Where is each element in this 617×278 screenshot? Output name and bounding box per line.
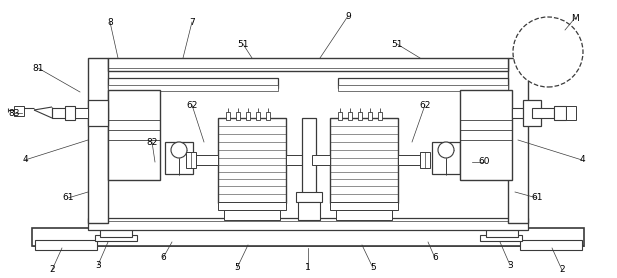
Bar: [508, 58, 528, 223]
Bar: [432, 142, 460, 174]
Text: 51: 51: [238, 39, 249, 48]
Bar: [266, 112, 270, 120]
Bar: [100, 228, 132, 237]
Bar: [298, 202, 320, 220]
Text: 61: 61: [531, 193, 543, 202]
Bar: [196, 155, 218, 165]
Bar: [566, 106, 576, 120]
Text: 4: 4: [22, 155, 28, 165]
Bar: [186, 152, 196, 168]
Text: 9: 9: [345, 11, 351, 21]
Bar: [532, 108, 554, 118]
Bar: [523, 100, 541, 126]
Text: 62: 62: [420, 101, 431, 110]
Text: 83: 83: [8, 108, 20, 118]
Text: 3: 3: [507, 260, 513, 269]
Bar: [256, 112, 260, 120]
Bar: [108, 58, 508, 71]
Bar: [522, 38, 574, 44]
Bar: [32, 228, 584, 246]
Circle shape: [438, 142, 454, 158]
Text: 3: 3: [95, 260, 101, 269]
Bar: [460, 90, 512, 180]
Text: 2: 2: [49, 265, 55, 274]
Bar: [398, 155, 420, 165]
Bar: [368, 112, 372, 120]
Text: 60: 60: [478, 158, 490, 167]
Text: 62: 62: [186, 101, 197, 110]
Bar: [330, 202, 398, 210]
Text: 4: 4: [579, 155, 585, 165]
Text: 8: 8: [107, 18, 113, 26]
Bar: [512, 108, 532, 118]
Circle shape: [513, 17, 583, 87]
Bar: [246, 112, 250, 120]
Bar: [520, 240, 582, 250]
Text: 61: 61: [62, 193, 74, 202]
Bar: [338, 85, 508, 91]
Text: 5: 5: [234, 264, 240, 272]
Text: M: M: [571, 14, 579, 23]
Bar: [88, 218, 528, 230]
Bar: [236, 112, 240, 120]
Circle shape: [171, 142, 187, 158]
Bar: [554, 106, 566, 120]
Text: 82: 82: [146, 138, 158, 147]
Bar: [108, 78, 278, 88]
Bar: [88, 58, 108, 223]
Bar: [226, 112, 230, 120]
Bar: [286, 155, 304, 165]
Text: 5: 5: [370, 264, 376, 272]
Bar: [65, 106, 75, 120]
Bar: [108, 85, 278, 91]
Bar: [224, 210, 280, 220]
Text: 6: 6: [160, 254, 166, 262]
Bar: [480, 235, 522, 241]
Bar: [165, 142, 193, 174]
Bar: [330, 118, 398, 203]
Bar: [218, 118, 286, 203]
Text: 81: 81: [32, 63, 44, 73]
Bar: [336, 210, 392, 220]
Bar: [95, 235, 137, 241]
Bar: [338, 112, 342, 120]
Bar: [35, 240, 97, 250]
Bar: [378, 112, 382, 120]
Bar: [302, 118, 316, 218]
Bar: [88, 100, 108, 126]
Bar: [108, 90, 160, 180]
Bar: [52, 108, 108, 118]
Bar: [72, 108, 88, 118]
Text: 7: 7: [189, 18, 195, 26]
Bar: [348, 112, 352, 120]
Bar: [218, 202, 286, 210]
Bar: [296, 192, 322, 202]
Bar: [420, 152, 430, 168]
Text: 1: 1: [305, 264, 311, 272]
Text: 6: 6: [432, 254, 438, 262]
Bar: [312, 155, 330, 165]
Bar: [522, 38, 574, 66]
Bar: [14, 106, 24, 116]
Text: 2: 2: [559, 265, 565, 274]
Bar: [358, 112, 362, 120]
Bar: [338, 78, 508, 88]
Text: 51: 51: [391, 39, 403, 48]
Bar: [486, 228, 518, 237]
